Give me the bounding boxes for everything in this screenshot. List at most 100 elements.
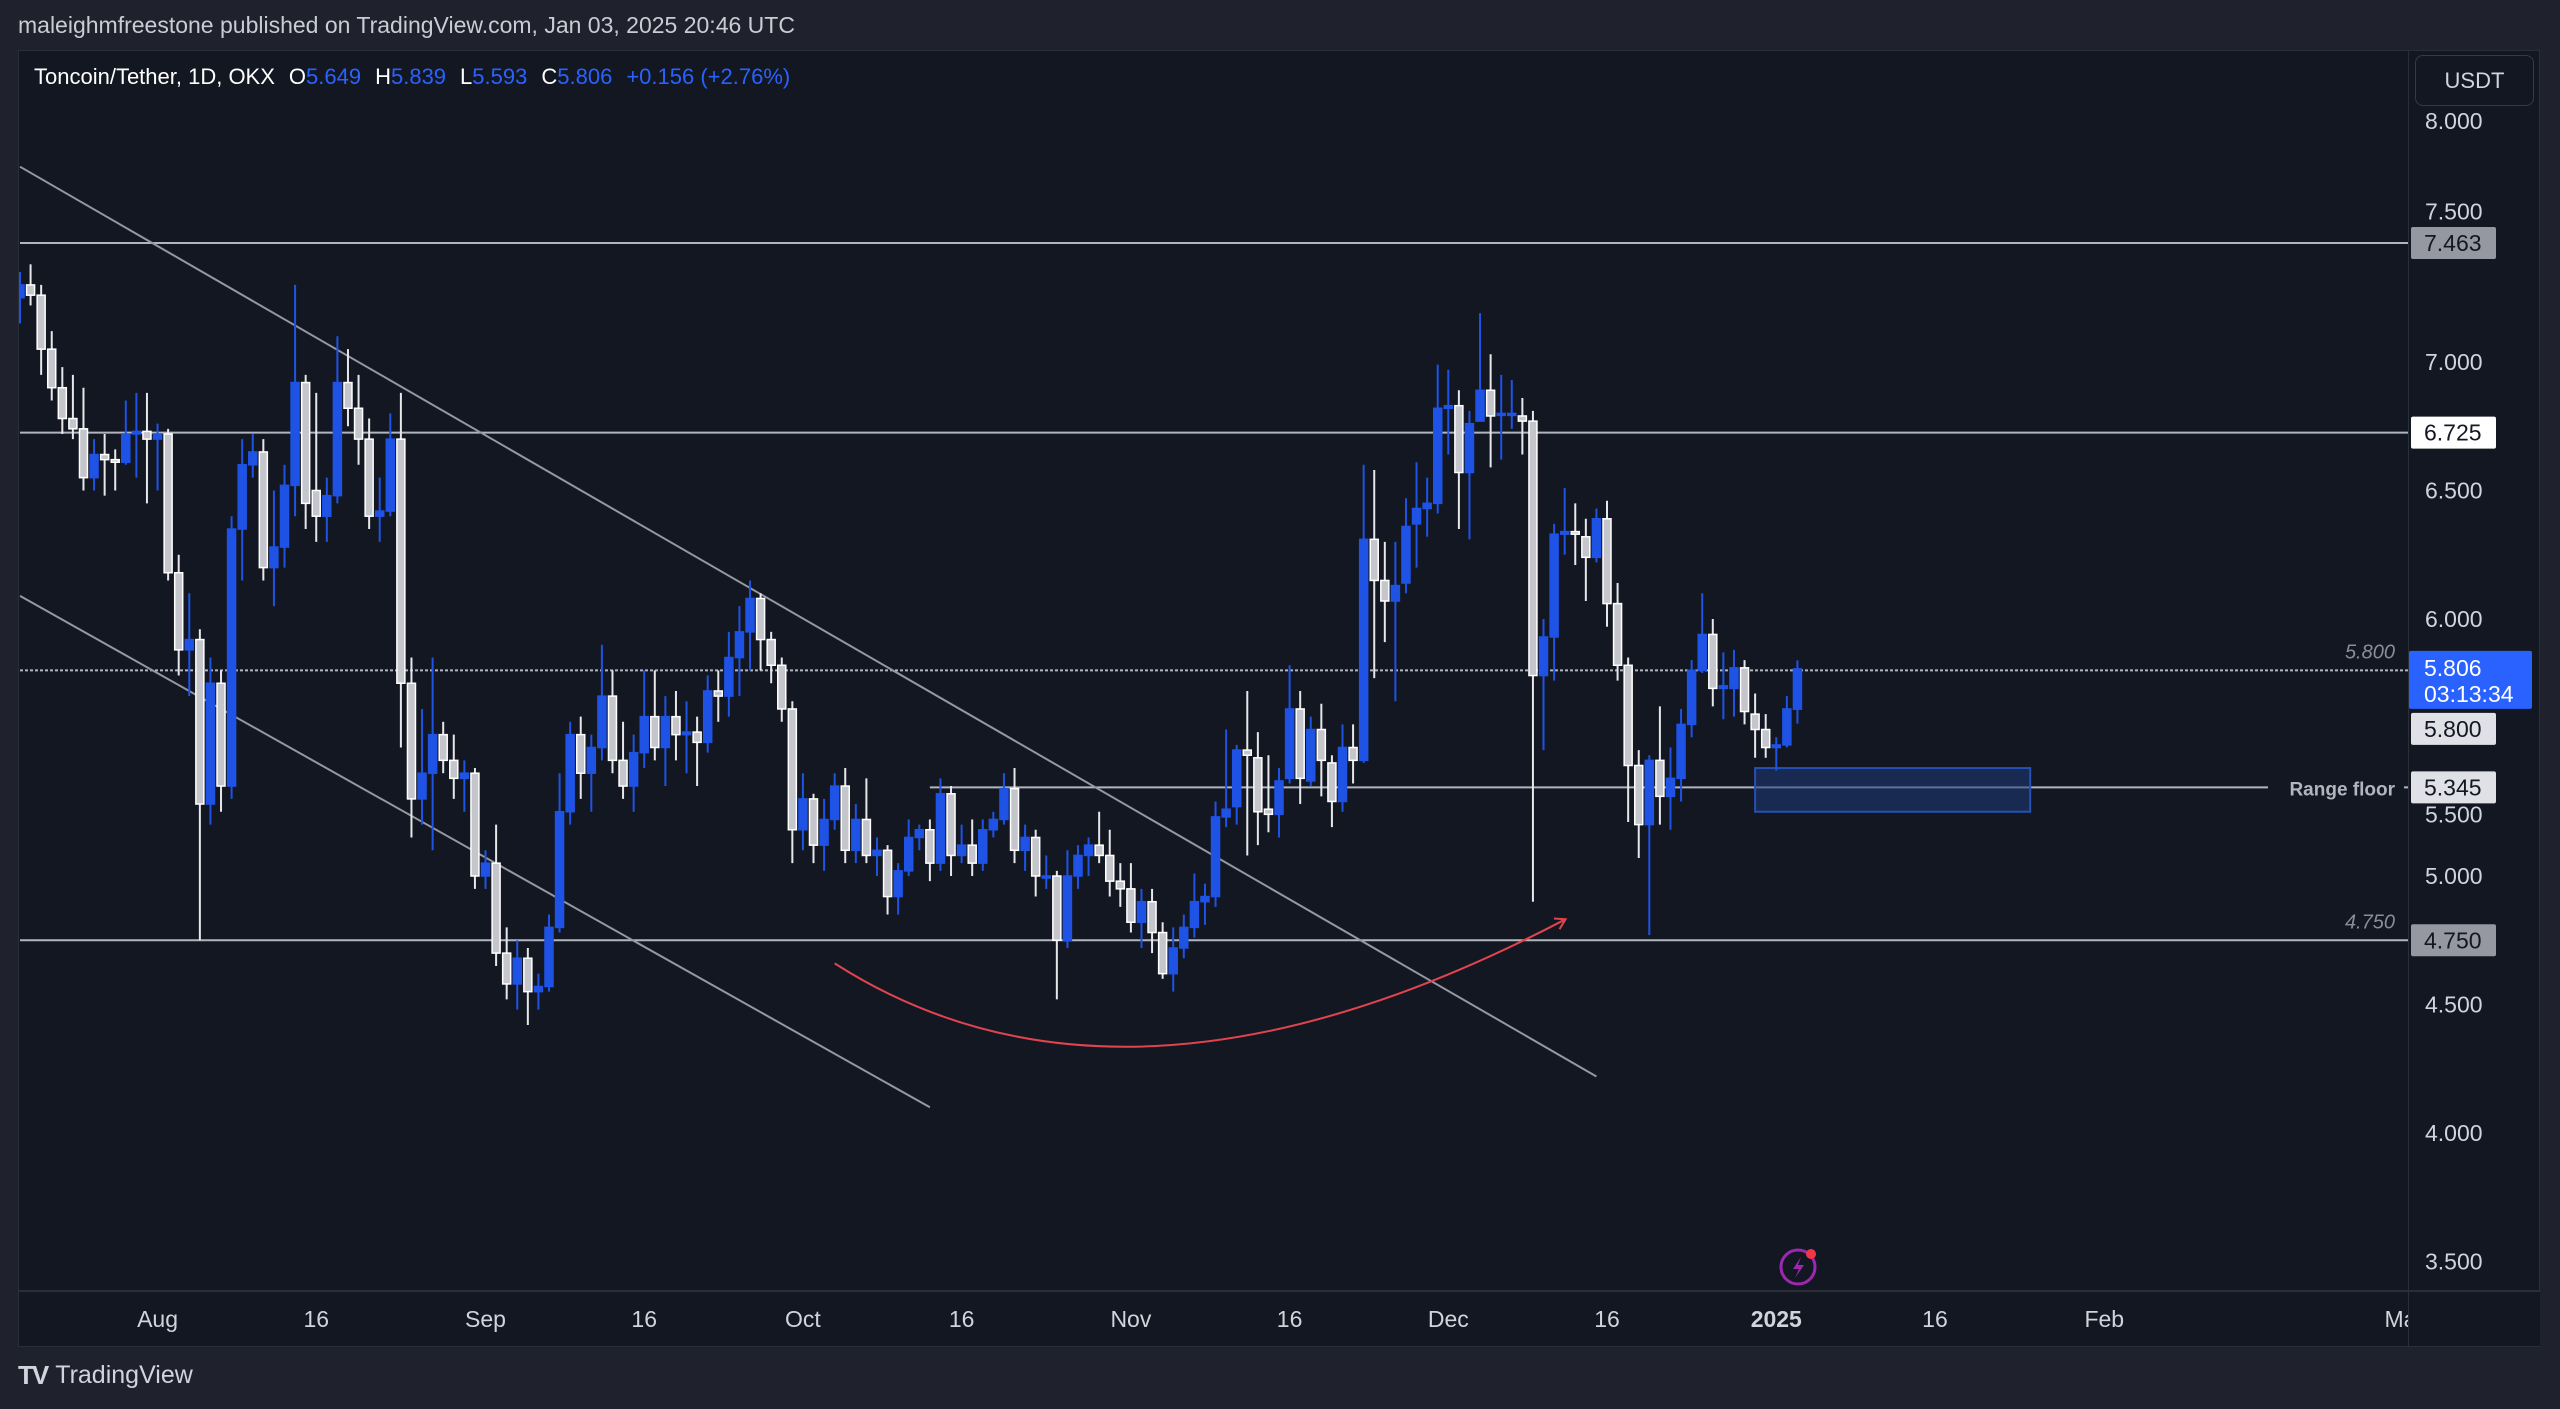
candle-up <box>374 477 385 542</box>
candle-body <box>988 818 999 831</box>
candle-down <box>1052 870 1062 1000</box>
candle-body <box>470 772 480 877</box>
candle-down <box>68 374 78 440</box>
candle-up <box>1136 888 1147 948</box>
candle-down <box>650 670 660 761</box>
candle-down <box>671 690 681 761</box>
candle-body <box>1348 746 1358 762</box>
candle-body <box>68 417 78 430</box>
candle-up <box>1792 660 1803 724</box>
candle-body <box>19 284 25 299</box>
candle-body <box>1327 762 1337 803</box>
candle-body <box>1581 536 1591 559</box>
candle-down <box>99 433 110 496</box>
candle-down <box>343 349 353 427</box>
close-value: 5.806 <box>557 64 613 89</box>
candle-body <box>766 638 776 667</box>
candle-body <box>1528 420 1538 677</box>
candle-body <box>1570 530 1581 535</box>
candle-up <box>628 734 639 812</box>
candle-body <box>438 733 448 762</box>
candle-up <box>1401 498 1411 594</box>
candle-body <box>1136 900 1147 924</box>
time-axis-divider <box>18 1290 2540 1292</box>
candle-body <box>1718 685 1729 690</box>
candle-down <box>25 264 36 306</box>
candle-body <box>290 381 300 487</box>
candle-body <box>512 957 523 985</box>
candle-body <box>364 438 374 517</box>
candle-up <box>798 773 808 851</box>
candle-body <box>1591 518 1602 559</box>
price-label: 5.345 <box>2424 774 2482 800</box>
lightning-icon[interactable] <box>1779 1248 1817 1286</box>
candle-up <box>1496 374 1506 460</box>
candle-body <box>554 811 565 929</box>
brand-name[interactable]: TradingView <box>55 1361 193 1389</box>
candle-body <box>1157 931 1168 975</box>
y-tick-label: 4.000 <box>2425 1120 2483 1146</box>
candle-body <box>607 695 618 762</box>
candle-up <box>1771 737 1782 771</box>
candle-up <box>290 284 300 517</box>
high-label: H <box>375 64 391 89</box>
candle-body <box>1454 404 1464 474</box>
candle-body <box>1464 422 1475 474</box>
symbol-legend: Toncoin/Tether, 1D, OKX O5.649 H5.839 L5.59… <box>34 64 804 90</box>
candle-down <box>406 657 417 838</box>
trendline[interactable] <box>19 165 1597 1078</box>
currency-button[interactable]: USDT <box>2415 55 2534 106</box>
candle-body <box>1739 667 1750 713</box>
candle-body <box>1369 538 1379 582</box>
candle-body <box>25 284 36 296</box>
candle-body <box>449 759 459 780</box>
candle-body <box>1686 669 1697 726</box>
candle-body <box>1729 667 1739 690</box>
candle-down <box>692 716 702 787</box>
candle-body <box>523 957 533 993</box>
candle-down <box>1633 750 1644 859</box>
candle-body <box>205 682 216 805</box>
candle-up <box>893 863 903 915</box>
candle-body <box>650 715 660 749</box>
symbol-name[interactable]: Toncoin/Tether, 1D, OKX <box>34 64 275 89</box>
candle-body <box>1633 764 1644 826</box>
candle-up <box>480 850 491 889</box>
candle-up <box>1083 837 1094 876</box>
candle-down <box>575 716 586 799</box>
candle-body <box>777 664 787 710</box>
candle-up <box>89 439 99 491</box>
candle-down <box>1157 922 1168 979</box>
candle-body <box>417 772 427 800</box>
candle-down <box>1602 500 1612 627</box>
candle-body <box>755 597 766 641</box>
y-tick-label: 5.000 <box>2425 863 2483 889</box>
candle-body <box>216 682 226 787</box>
low-label: L <box>460 64 473 89</box>
candle-body <box>903 836 914 872</box>
candle-body <box>1559 530 1570 535</box>
candle-up <box>724 631 734 717</box>
support-zone-rectangle[interactable] <box>1754 767 2032 813</box>
candle-body <box>46 348 57 389</box>
price-label: 7.463 <box>2424 230 2482 256</box>
candle-up <box>1210 801 1221 907</box>
candle-body <box>618 759 628 787</box>
candle-body <box>967 844 977 864</box>
candle-down <box>1094 811 1104 864</box>
low-value: 5.593 <box>472 64 528 89</box>
candle-up <box>512 940 523 1010</box>
candle-body <box>269 546 279 569</box>
curved-arrow[interactable] <box>834 917 1568 1048</box>
candle-down <box>110 449 120 491</box>
candle-up <box>935 778 946 871</box>
candle-body <box>819 818 829 846</box>
tradingview-logo-icon[interactable]: TV <box>18 1360 49 1390</box>
candle-up <box>248 433 258 478</box>
candle-body <box>1443 404 1454 410</box>
chart-pane[interactable] <box>18 50 2540 1347</box>
candle-body <box>248 451 258 466</box>
candle-body <box>1475 389 1485 422</box>
